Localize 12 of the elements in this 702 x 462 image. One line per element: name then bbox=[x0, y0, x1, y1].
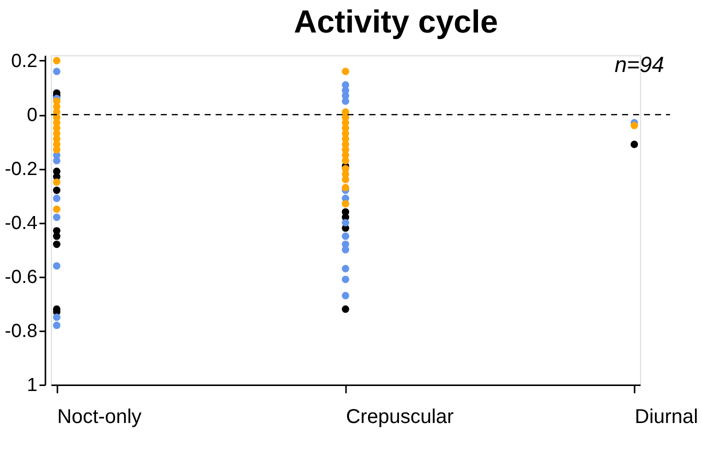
y-tick-label: -0.8 bbox=[4, 321, 38, 342]
y-tick-label: -0.6 bbox=[4, 267, 38, 288]
x-tick-label: Diurnal bbox=[634, 406, 698, 428]
y-tick-label: -0.4 bbox=[4, 213, 38, 234]
x-tick-label: Noct-only bbox=[57, 406, 142, 428]
y-tick-label: 1 bbox=[26, 375, 38, 396]
x-tick-label: Crepuscular bbox=[346, 406, 454, 428]
annotation: n=94 bbox=[614, 52, 664, 78]
y-tick-label: 0 bbox=[26, 105, 38, 126]
chart-title: Activity cycle bbox=[294, 4, 498, 40]
y-tick-label: -0.2 bbox=[4, 159, 38, 180]
y-tick-label: 0.2 bbox=[11, 51, 38, 72]
